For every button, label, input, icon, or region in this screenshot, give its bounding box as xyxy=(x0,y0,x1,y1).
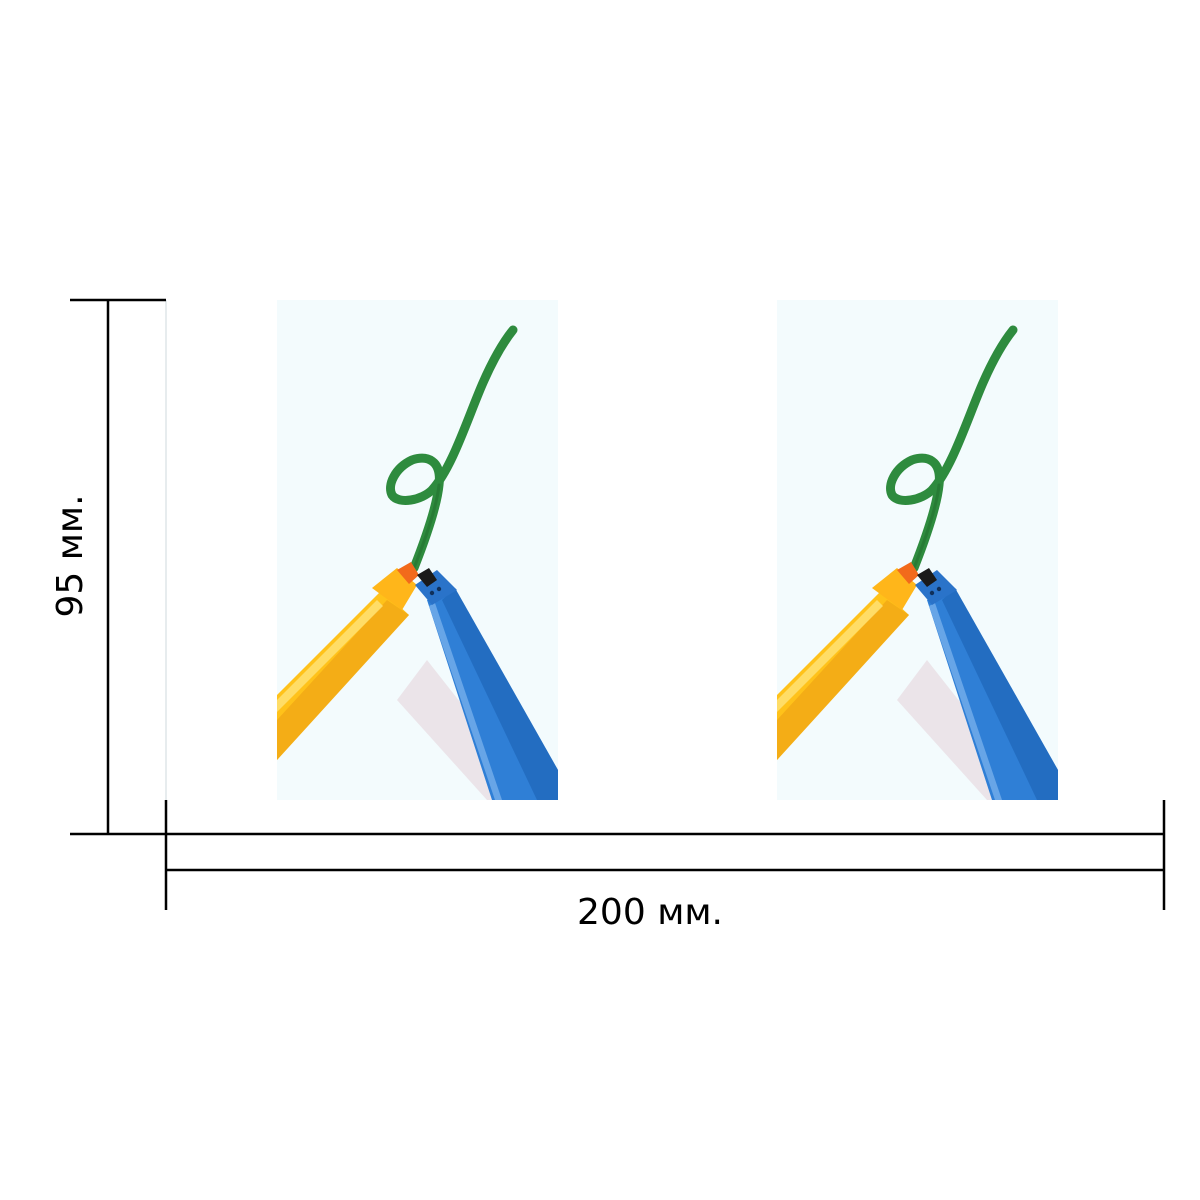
height-label: 95 мм. xyxy=(50,494,91,617)
marker-photo-left xyxy=(277,300,558,800)
marker-photo-right xyxy=(777,300,1058,800)
height-dimension xyxy=(70,298,166,836)
width-dimension xyxy=(164,800,1166,910)
width-label: 200 мм. xyxy=(577,892,723,933)
